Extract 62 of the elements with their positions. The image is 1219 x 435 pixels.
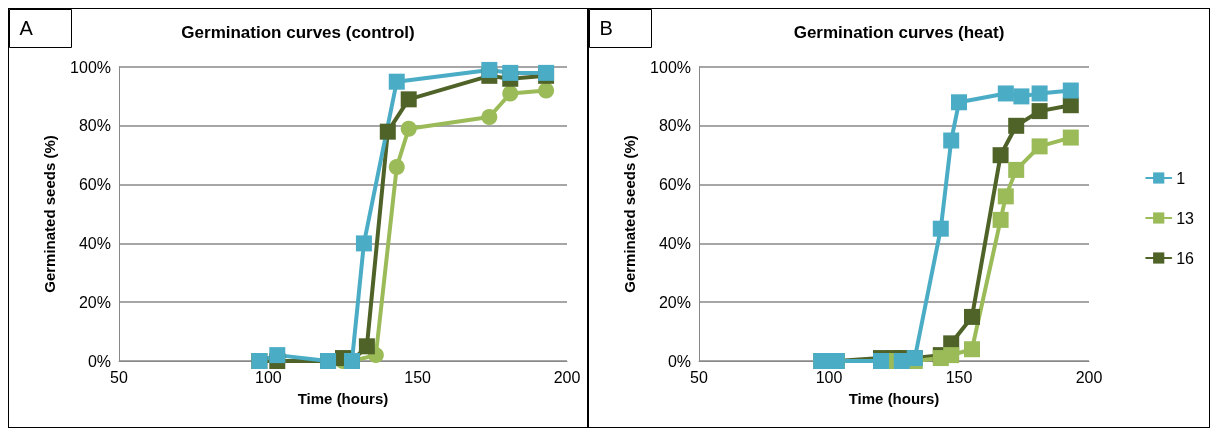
y-tick-label: 60% <box>658 176 691 194</box>
point <box>964 341 980 358</box>
point <box>932 220 949 237</box>
point <box>481 61 498 78</box>
point <box>538 82 555 99</box>
x-tick-label: 200 <box>1075 368 1103 386</box>
y-axis-title: Germinated seeds (%) <box>621 135 638 293</box>
point <box>269 347 286 364</box>
point <box>355 235 372 252</box>
y-tick-label: 20% <box>78 293 111 311</box>
point <box>964 308 980 325</box>
x-tick-label: 50 <box>690 368 708 386</box>
y-tick-label: 60% <box>78 176 111 194</box>
point <box>1031 85 1048 102</box>
point <box>992 147 1009 164</box>
x-axis-title: Time (hours) <box>848 390 940 407</box>
point <box>379 123 396 140</box>
x-tick-label: 100 <box>254 368 282 386</box>
point <box>1013 88 1030 105</box>
x-axis-title: Time (hours) <box>297 390 389 407</box>
chart-title: Germination curves (heat) <box>793 23 1005 42</box>
y-tick-label: 80% <box>78 117 111 135</box>
y-axis-title: Germinated seeds (%) <box>41 135 58 293</box>
y-tick-label: 40% <box>78 234 111 252</box>
point <box>502 64 519 81</box>
point <box>1062 82 1079 99</box>
legend-label: 13 <box>1176 209 1195 227</box>
legend-label: 16 <box>1176 249 1195 267</box>
point <box>481 108 498 125</box>
x-tick-label: 200 <box>553 368 581 386</box>
point <box>388 158 405 175</box>
point <box>943 132 960 149</box>
point <box>943 347 960 364</box>
point <box>951 94 967 111</box>
point <box>1008 161 1025 178</box>
text: A <box>19 16 34 39</box>
point <box>400 91 417 108</box>
point <box>1008 117 1025 134</box>
chart-title: Germination curves (control) <box>181 23 415 42</box>
x-tick-label: 150 <box>945 368 973 386</box>
y-tick-label: 20% <box>658 293 691 311</box>
point <box>1031 138 1048 155</box>
text: B <box>599 16 613 39</box>
y-tick-label: 80% <box>658 117 691 135</box>
y-tick-label: 40% <box>658 234 691 252</box>
point <box>358 338 375 355</box>
x-tick-label: 50 <box>110 368 128 386</box>
point <box>992 211 1009 228</box>
point <box>1031 103 1048 120</box>
x-tick-label: 100 <box>815 368 843 386</box>
legend-label: 1 <box>1176 169 1186 187</box>
y-tick-label: 100% <box>650 58 691 76</box>
y-tick-label: 0% <box>667 352 691 370</box>
point <box>400 120 417 137</box>
point <box>388 73 405 90</box>
y-tick-label: 0% <box>87 352 111 370</box>
y-tick-label: 100% <box>70 58 111 76</box>
point <box>1062 129 1079 146</box>
point <box>502 85 519 102</box>
point <box>997 188 1014 205</box>
point <box>997 85 1014 102</box>
x-tick-label: 150 <box>404 368 432 386</box>
